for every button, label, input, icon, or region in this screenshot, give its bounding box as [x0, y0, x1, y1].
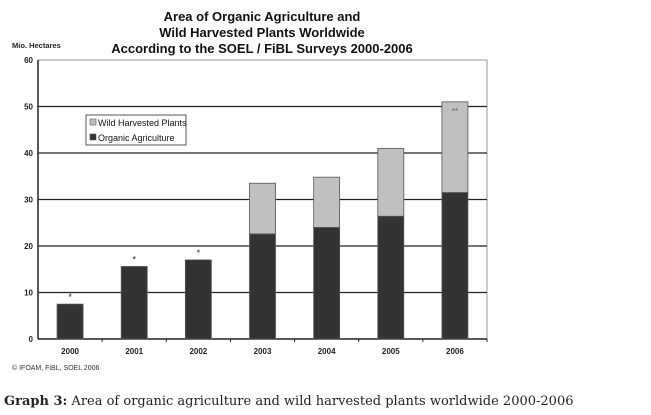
legend-label: Wild Harvested Plants [98, 118, 187, 128]
y-tick-label: 10 [24, 289, 33, 298]
bar-annotation: * [68, 292, 72, 302]
bar-organic-agriculture [249, 233, 276, 340]
bar-wild-harvested-plants [313, 176, 341, 228]
bar-wild-harvested-plants [441, 101, 469, 193]
x-tick-label: 2003 [254, 347, 272, 356]
bar-organic-agriculture [184, 259, 212, 340]
figure-caption: Graph 3: Area of organic agriculture and… [4, 394, 574, 409]
bar-annotation: * [197, 248, 201, 258]
chart-title-line: According to the SOEL / FiBL Surveys 200… [111, 41, 413, 56]
bar-annotation: * [132, 254, 136, 264]
bar-annotation: ** [452, 107, 458, 116]
bar-organic-agriculture [313, 226, 341, 340]
x-tick-label: 2005 [382, 347, 400, 356]
chart-title-line: Area of Organic Agriculture and [164, 9, 361, 24]
source-note: © IFOAM, FiBL, SOEL 2006 [12, 364, 99, 372]
x-tick-label: 2001 [125, 347, 143, 356]
caption-label: Graph 3: [4, 394, 68, 409]
x-tick-label: 2000 [61, 347, 79, 356]
caption-text: Area of organic agriculture and wild har… [67, 394, 574, 409]
bar-organic-agriculture [377, 215, 405, 340]
y-tick-label: 20 [24, 242, 33, 251]
x-tick-label: 2002 [189, 347, 207, 356]
legend-label: Organic Agriculture [98, 133, 175, 143]
bar-wild-harvested-plants [377, 147, 405, 217]
chart-title-line: Wild Harvested Plants Worldwide [159, 25, 365, 40]
y-tick-label: 40 [24, 149, 33, 158]
y-axis-label: Mio. Hectares [12, 41, 61, 50]
y-tick-label: 0 [29, 335, 34, 344]
bar-organic-agriculture [56, 303, 84, 340]
x-tick-label: 2006 [446, 347, 464, 356]
y-tick-label: 30 [24, 196, 33, 205]
legend-swatch [89, 133, 97, 141]
y-tick-label: 60 [24, 56, 33, 65]
legend-box [85, 114, 187, 146]
bar-organic-agriculture [441, 192, 469, 340]
legend-swatch [89, 118, 97, 126]
x-tick-label: 2004 [318, 347, 336, 356]
bar-wild-harvested-plants [249, 182, 276, 235]
y-tick-label: 50 [24, 103, 33, 112]
bar-organic-agriculture [120, 266, 148, 340]
